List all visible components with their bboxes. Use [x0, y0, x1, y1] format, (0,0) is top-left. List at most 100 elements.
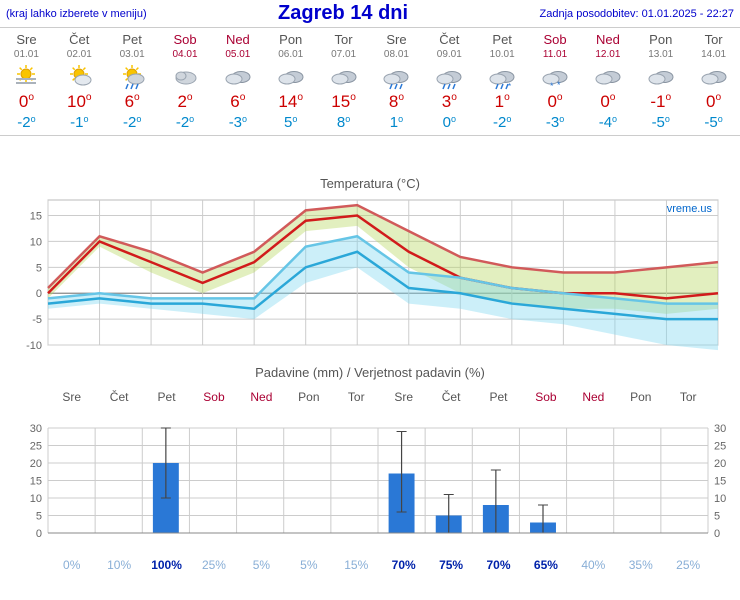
forecast-day[interactable]: Sob 04.01 2o -2o	[159, 28, 212, 135]
forecast-day[interactable]: Pon 13.01 -1o -5o	[634, 28, 687, 135]
precip-day-name: Pon	[298, 390, 319, 404]
weather-icon	[382, 62, 410, 90]
forecast-day[interactable]: Pon 06.01 14o 5o	[264, 28, 317, 135]
precip-chart-svg: 005510101515202025253030	[8, 408, 728, 548]
svg-text:20: 20	[714, 458, 726, 470]
high-temp: 2o	[177, 92, 192, 112]
day-name: Tor	[705, 32, 723, 47]
forecast-day[interactable]: Pet 03.01 6o -2o	[106, 28, 159, 135]
precip-prob: 25%	[676, 558, 700, 572]
day-name: Čet	[439, 32, 459, 47]
forecast-day[interactable]: Tor 07.01 15o 8o	[317, 28, 370, 135]
low-temp: -2o	[17, 114, 35, 131]
forecast-day[interactable]: Sre 08.01 8o 1o	[370, 28, 423, 135]
high-temp: 6o	[230, 92, 245, 112]
high-temp: 8o	[389, 92, 404, 112]
svg-text:0: 0	[36, 288, 42, 300]
precip-chart: Padavine (mm) / Verjetnost padavin (%) S…	[0, 365, 740, 576]
svg-text:15: 15	[30, 211, 42, 223]
low-temp: 0o	[443, 114, 456, 131]
day-name: Pet	[122, 32, 142, 47]
forecast-day[interactable]: Čet 09.01 3o 0o	[423, 28, 476, 135]
day-name: Pon	[649, 32, 672, 47]
svg-text:25: 25	[30, 441, 42, 453]
day-name: Sob	[543, 32, 566, 47]
temp-chart-svg: -10-5051015vreme.us	[8, 195, 728, 355]
high-temp: 6o	[125, 92, 140, 112]
low-temp: -1o	[70, 114, 88, 131]
page-title: Zagreb 14 dni	[147, 2, 540, 25]
precip-day-name: Tor	[348, 390, 365, 404]
header-bar: (kraj lahko izberete v meniju) Zagreb 14…	[0, 0, 740, 28]
svg-text:-5: -5	[32, 314, 42, 326]
forecast-day[interactable]: Sre 01.01 0o -2o	[0, 28, 53, 135]
forecast-day[interactable]: Pet 10.01 * 1o -2o	[476, 28, 529, 135]
low-temp: -5o	[652, 114, 670, 131]
weather-icon	[12, 62, 40, 90]
precip-prob: 15%	[344, 558, 368, 572]
weather-icon	[65, 62, 93, 90]
precip-day-name: Pon	[630, 390, 651, 404]
day-date: 08.01	[384, 49, 409, 60]
svg-text:vreme.us: vreme.us	[667, 203, 713, 215]
forecast-day[interactable]: Ned 12.01 0o -4o	[581, 28, 634, 135]
temperature-chart: Temperatura (°C) -10-5051015vreme.us	[0, 176, 740, 355]
low-temp: -2o	[176, 114, 194, 131]
day-date: 13.01	[648, 49, 673, 60]
day-date: 05.01	[225, 49, 250, 60]
low-temp: -5o	[704, 114, 722, 131]
forecast-day[interactable]: Tor 14.01 0o -5o	[687, 28, 740, 135]
weather-icon	[118, 62, 146, 90]
last-updated: Zadnja posodobitev: 01.01.2025 - 22:27	[540, 8, 734, 20]
svg-text:30: 30	[714, 423, 726, 435]
svg-text:5: 5	[36, 262, 42, 274]
forecast-day[interactable]: Ned 05.01 6o -3o	[211, 28, 264, 135]
low-temp: 8o	[337, 114, 350, 131]
low-temp: -4o	[599, 114, 617, 131]
precip-chart-title: Padavine (mm) / Verjetnost padavin (%)	[8, 365, 732, 380]
day-date: 04.01	[172, 49, 197, 60]
low-temp: 1o	[390, 114, 403, 131]
precip-day-name: Čet	[110, 390, 129, 404]
precip-day-name: Pet	[158, 390, 176, 404]
precip-day-name: Ned	[250, 390, 272, 404]
svg-text:*: *	[508, 82, 511, 90]
day-date: 12.01	[595, 49, 620, 60]
high-temp: 0o	[19, 92, 34, 112]
low-temp: -3o	[546, 114, 564, 131]
high-temp: 0o	[600, 92, 615, 112]
precip-prob: 5%	[253, 558, 270, 572]
low-temp: -2o	[493, 114, 511, 131]
precip-day-name: Čet	[442, 390, 461, 404]
forecast-day[interactable]: Sob 11.01 ** 0o -3o	[529, 28, 582, 135]
high-temp: -1o	[650, 92, 671, 112]
svg-text:0: 0	[714, 528, 720, 540]
precip-prob: 65%	[534, 558, 558, 572]
day-date: 10.01	[490, 49, 515, 60]
day-name: Sre	[16, 32, 36, 47]
svg-text:15: 15	[30, 476, 42, 488]
svg-text:10: 10	[714, 493, 726, 505]
forecast-day[interactable]: Čet 02.01 10o -1o	[53, 28, 106, 135]
precip-prob: 10%	[107, 558, 131, 572]
location-hint[interactable]: (kraj lahko izberete v meniju)	[6, 8, 147, 20]
forecast-strip: Sre 01.01 0o -2oČet 02.01 10o -1oPet 03.…	[0, 28, 740, 136]
precip-day-name: Sob	[203, 390, 224, 404]
svg-text:25: 25	[714, 441, 726, 453]
weather-icon	[435, 62, 463, 90]
precip-prob: 25%	[202, 558, 226, 572]
svg-text:10: 10	[30, 493, 42, 505]
day-date: 01.01	[14, 49, 39, 60]
precip-day-name: Sre	[394, 390, 413, 404]
precip-day-name: Sre	[62, 390, 81, 404]
high-temp: 3o	[442, 92, 457, 112]
svg-text:-10: -10	[26, 340, 42, 352]
svg-text:0: 0	[36, 528, 42, 540]
day-date: 06.01	[278, 49, 303, 60]
temp-chart-title: Temperatura (°C)	[8, 176, 732, 191]
high-temp: 0o	[547, 92, 562, 112]
day-date: 11.01	[543, 49, 567, 60]
day-date: 03.01	[120, 49, 145, 60]
weather-icon	[700, 62, 728, 90]
precip-prob: 100%	[151, 558, 182, 572]
